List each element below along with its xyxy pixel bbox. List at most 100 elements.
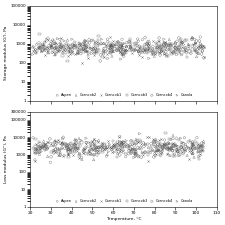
Corncob2: [42, 43, 45, 47]
Aspen: [72, 44, 76, 47]
Aspen: [93, 51, 97, 55]
Aspen: [164, 48, 168, 52]
Corncob4: [78, 43, 81, 47]
Canola: [50, 44, 54, 48]
Corncob2: [132, 48, 136, 52]
Canola: [44, 142, 47, 146]
Corncob3: [72, 45, 76, 49]
Corncob4: [54, 148, 57, 151]
Canola: [160, 50, 164, 53]
Canola: [109, 47, 113, 50]
Corncob1: [92, 148, 95, 151]
Corncob4: [74, 43, 77, 47]
Corncob3: [69, 148, 73, 151]
Corncob1: [45, 49, 48, 52]
Corncob4: [175, 137, 178, 140]
Canola: [116, 148, 119, 151]
Corncob1: [155, 149, 158, 153]
Corncob4: [122, 52, 126, 55]
Corncob2: [202, 139, 205, 143]
Aspen: [58, 38, 62, 41]
Corncob4: [177, 46, 181, 50]
Aspen: [133, 154, 137, 158]
Aspen: [95, 153, 99, 157]
Corncob4: [177, 36, 181, 40]
Aspen: [89, 153, 92, 157]
Corncob4: [106, 145, 109, 149]
Corncob2: [154, 45, 158, 49]
Canola: [38, 151, 42, 155]
Corncob3: [38, 32, 41, 36]
Corncob4: [146, 43, 150, 47]
Corncob2: [148, 44, 151, 48]
Canola: [181, 41, 184, 45]
Corncob1: [57, 45, 60, 49]
Corncob1: [198, 152, 201, 156]
Canola: [58, 148, 62, 152]
Corncob1: [119, 52, 122, 55]
Corncob2: [119, 141, 123, 145]
Corncob1: [130, 146, 133, 150]
Aspen: [53, 42, 56, 45]
Corncob2: [156, 148, 159, 152]
Corncob1: [120, 142, 124, 145]
Corncob1: [123, 45, 127, 49]
Canola: [166, 145, 170, 149]
Corncob2: [67, 49, 71, 53]
Corncob1: [162, 53, 165, 56]
Canola: [124, 139, 128, 142]
Aspen: [130, 150, 133, 153]
Aspen: [163, 138, 166, 142]
Corncob3: [153, 140, 156, 143]
Corncob4: [132, 144, 136, 148]
Aspen: [106, 40, 110, 44]
Aspen: [84, 141, 88, 144]
Corncob3: [171, 51, 175, 55]
Corncob4: [163, 142, 166, 146]
Corncob4: [189, 148, 193, 152]
Corncob4: [38, 146, 41, 150]
Corncob2: [170, 147, 173, 151]
Corncob2: [50, 143, 53, 147]
Corncob3: [173, 50, 177, 53]
Aspen: [85, 50, 89, 53]
Corncob4: [176, 150, 179, 153]
Corncob3: [129, 48, 132, 51]
Corncob3: [77, 153, 81, 157]
Corncob4: [127, 149, 131, 153]
Canola: [38, 150, 41, 153]
Corncob2: [108, 50, 111, 54]
Aspen: [128, 39, 132, 43]
Corncob1: [35, 142, 38, 146]
Corncob3: [113, 144, 117, 147]
Aspen: [60, 142, 64, 146]
Corncob2: [110, 44, 113, 47]
Corncob3: [34, 144, 37, 148]
Aspen: [106, 47, 109, 51]
Corncob2: [87, 150, 90, 153]
Corncob4: [71, 43, 74, 46]
Corncob1: [144, 48, 147, 52]
Corncob4: [148, 148, 152, 152]
Corncob4: [166, 141, 170, 145]
Corncob3: [110, 50, 113, 54]
Canola: [86, 145, 89, 149]
Corncob4: [118, 45, 122, 48]
Corncob3: [146, 150, 150, 153]
Aspen: [136, 37, 139, 41]
Corncob1: [119, 139, 123, 143]
Canola: [129, 45, 133, 49]
Corncob1: [66, 151, 70, 155]
Corncob4: [119, 45, 123, 48]
Corncob3: [73, 45, 77, 49]
Corncob3: [124, 51, 128, 54]
Corncob3: [201, 146, 205, 149]
Corncob4: [69, 146, 73, 150]
Corncob1: [202, 45, 206, 49]
Canola: [144, 142, 147, 146]
Aspen: [134, 153, 138, 157]
Canola: [122, 42, 126, 45]
Corncob2: [97, 138, 100, 142]
Corncob4: [171, 149, 174, 152]
Aspen: [183, 136, 186, 140]
